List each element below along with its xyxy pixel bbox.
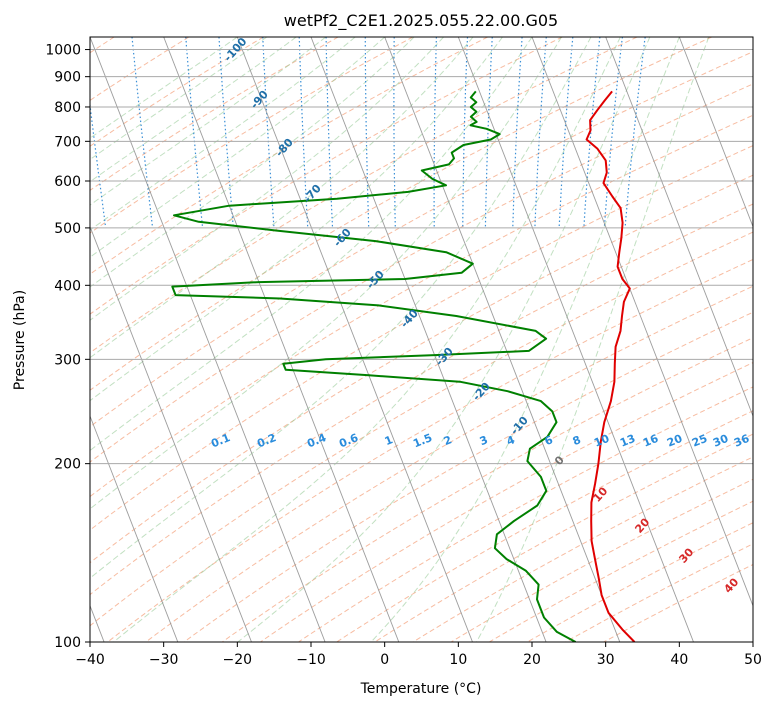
- chart-title: wetPf2_C2E1.2025.055.22.00.G05: [284, 11, 558, 31]
- y-axis-label: Pressure (hPa): [12, 290, 28, 390]
- x-tick-label: −40: [75, 652, 105, 668]
- x-tick-label: −30: [149, 652, 179, 668]
- y-tick-label: 900: [54, 70, 81, 86]
- y-tick-label: 700: [54, 134, 81, 150]
- y-tick-label: 600: [54, 174, 81, 190]
- x-tick-label: 30: [597, 652, 615, 668]
- x-axis-label: Temperature (°C): [360, 681, 482, 697]
- x-tick-label: 50: [744, 652, 762, 668]
- y-tick-label: 400: [54, 278, 81, 294]
- y-tick-label: 800: [54, 100, 81, 116]
- y-tick-label: 100: [54, 635, 81, 651]
- y-tick-label: 500: [54, 221, 81, 237]
- x-tick-label: −20: [223, 652, 253, 668]
- y-tick-label: 200: [54, 457, 81, 473]
- y-tick-label: 1000: [45, 43, 81, 59]
- x-tick-label: 0: [380, 652, 389, 668]
- x-tick-label: 10: [449, 652, 467, 668]
- x-tick-label: −10: [296, 652, 326, 668]
- x-tick-label: 20: [523, 652, 541, 668]
- y-tick-label: 300: [54, 352, 81, 368]
- x-tick-label: 40: [670, 652, 688, 668]
